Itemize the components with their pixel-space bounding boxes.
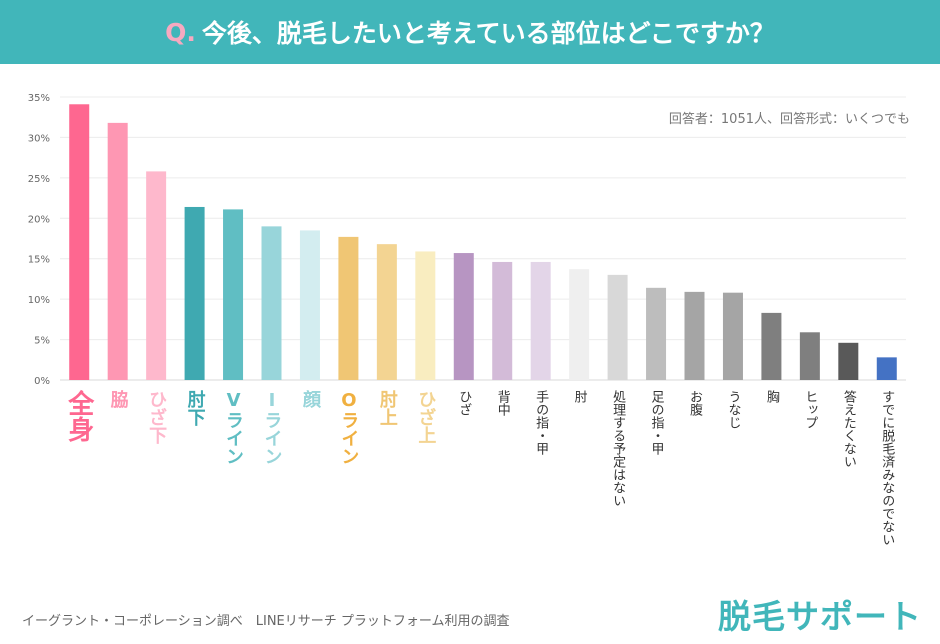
- bar: [376, 244, 397, 380]
- x-tick-label: ヒップ: [802, 390, 818, 429]
- bar: [646, 287, 667, 380]
- x-tick-label: Iライン: [261, 390, 283, 465]
- bar: [107, 122, 128, 381]
- bar: [146, 171, 167, 380]
- bar: [838, 342, 859, 380]
- chart-title: Q. 今後、脱毛したいと考えている部位はどこですか？: [0, 0, 940, 64]
- x-tick-label: 処理する予定はない: [610, 390, 626, 507]
- bar: [415, 251, 436, 380]
- x-tick-label: 顔: [299, 390, 321, 408]
- bar: [338, 236, 359, 380]
- x-tick-label: 肘上: [376, 390, 398, 426]
- x-tick-label: ひざ上: [415, 390, 437, 444]
- bar: [223, 209, 244, 380]
- y-tick-label: 25%: [28, 174, 50, 185]
- y-tick-label: 20%: [28, 214, 50, 225]
- x-tick-label: すでに脱毛済みなのでない: [879, 390, 895, 546]
- x-tick-label: お腹: [687, 390, 702, 416]
- x-tick-label: Oライン: [338, 390, 360, 465]
- x-tick-label: うなじ: [725, 390, 741, 429]
- survey-note: 回答者：1051人、回答形式：いくつでも: [668, 112, 910, 127]
- brand-logo: 脱毛サポート: [718, 597, 922, 636]
- x-tick-label: 背中: [494, 390, 510, 416]
- bar: [261, 226, 282, 380]
- bar: [299, 230, 320, 380]
- bar: [69, 104, 90, 380]
- y-tick-label: 30%: [28, 133, 50, 144]
- bar: [607, 274, 628, 380]
- bar: [876, 357, 897, 380]
- x-tick-label: 脇: [107, 390, 129, 408]
- bar: [722, 292, 743, 380]
- bar-chart: 0% 5% 10% 15% 20% 25% 30% 35%: [28, 93, 906, 387]
- x-tick-label: 足の指・甲: [648, 390, 664, 455]
- title-text: 今後、脱毛したいと考えている部位はどこですか？: [201, 19, 775, 48]
- bar: [569, 269, 590, 380]
- title-prefix: Q.: [165, 17, 196, 47]
- y-tick-label: 35%: [28, 93, 50, 104]
- x-tick-label: Vライン: [223, 390, 245, 465]
- x-tick-label: 手の指・甲: [533, 390, 549, 455]
- source-text: イーグラント・コーポレーション調べ LINEリサーチ プラットフォーム利用の調査: [22, 614, 510, 629]
- bar: [530, 261, 551, 380]
- bar: [684, 291, 705, 380]
- y-tick-label: 0%: [34, 376, 50, 387]
- y-tick-label: 5%: [34, 336, 50, 347]
- x-tick-label: 全身: [63, 390, 94, 442]
- x-tick-label: 肘: [571, 390, 587, 403]
- bar: [492, 261, 513, 380]
- x-tick-label: 肘下: [184, 390, 206, 426]
- x-tick-label: 胸: [763, 390, 779, 403]
- y-tick-label: 15%: [28, 255, 50, 266]
- bar: [799, 332, 820, 380]
- x-tick-label: ひざ: [456, 390, 472, 416]
- x-tick-label: ひざ下: [146, 390, 168, 444]
- bar: [453, 253, 474, 380]
- x-tick-label: 答えたくない: [840, 390, 856, 468]
- bar: [761, 312, 782, 380]
- y-tick-label: 10%: [28, 295, 50, 306]
- bar: [184, 206, 205, 380]
